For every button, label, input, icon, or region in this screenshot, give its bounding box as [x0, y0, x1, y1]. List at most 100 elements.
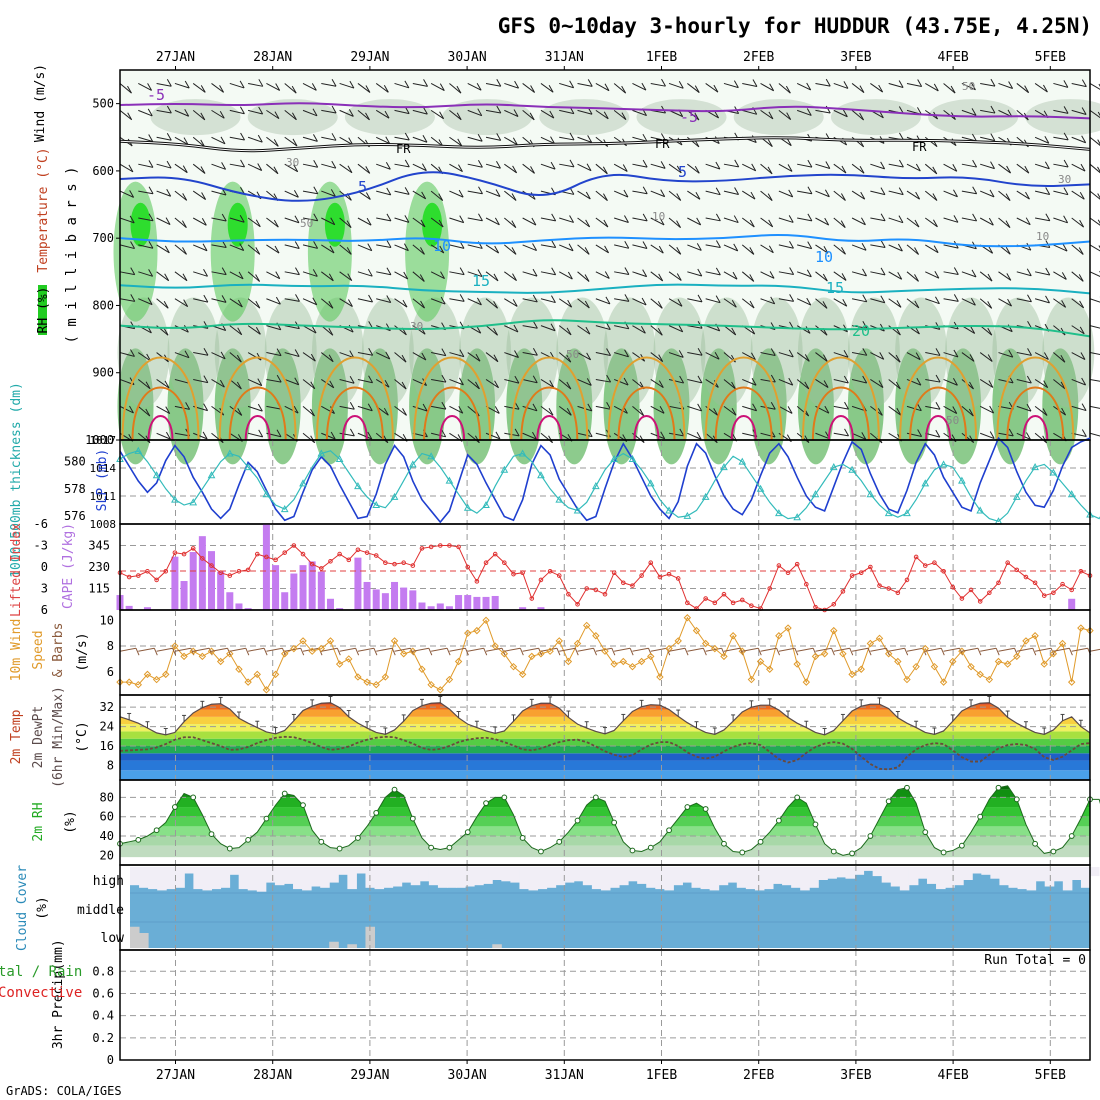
wind-barb-flag: [493, 273, 499, 282]
wind-barb-flag: [148, 213, 154, 221]
wind-barb: [156, 163, 172, 169]
wind-barb: [851, 325, 867, 329]
cloud-high-gap: [854, 867, 865, 875]
wind-speed-marker: [720, 652, 728, 661]
wind-barb: [796, 405, 809, 417]
wind-barb: [925, 432, 940, 438]
isotherm-label: 5: [358, 178, 367, 196]
wind-barb-flag: [148, 241, 154, 249]
rh-shade: [750, 348, 787, 465]
wind-barb-flag: [474, 435, 480, 443]
temp-band: [120, 716, 1090, 725]
wind-speed-marker: [390, 637, 399, 645]
wind-barb: [266, 163, 279, 175]
cloud-high-gap: [347, 867, 357, 890]
wind-barb: [778, 83, 791, 94]
wind-barb: [979, 405, 994, 414]
wind-barb: [614, 244, 629, 249]
wind-barb-10m: [723, 647, 741, 652]
rh-shade: [324, 202, 345, 247]
wind-barb-10m-flag: [300, 648, 305, 656]
wind-barb-10m-flag: [135, 648, 140, 656]
wind-barb: [833, 432, 849, 437]
wind-barb-flag: [458, 377, 464, 386]
wind-barb-flag: [130, 294, 136, 302]
wind-barb: [485, 325, 498, 336]
wind-barb: [449, 352, 465, 358]
cloud-high-gap: [709, 867, 720, 891]
wind-barb-flag: [258, 79, 264, 87]
wind-barb: [339, 109, 354, 117]
wind-barb: [888, 352, 901, 363]
wind-barb: [998, 271, 1012, 281]
thickness-marker: [1031, 463, 1039, 471]
credit-text: GrADS: COLA/IGES: [6, 1084, 122, 1098]
wind-barb: [284, 244, 300, 249]
wind-barb-10m-flag: [702, 648, 707, 656]
wind-barb-flag: [804, 354, 810, 362]
wind-barb-flag: [895, 327, 901, 336]
wind-barb-flag: [639, 435, 645, 443]
precip-legend-convective: Convective: [0, 985, 82, 1001]
wind-barb-flag: [606, 374, 612, 383]
cloud-high-gap: [501, 867, 511, 882]
wind-barb-flag: [731, 299, 737, 308]
wind-barb: [302, 325, 317, 334]
wind-barb-flag: [147, 108, 153, 117]
wind-barb-flag: [550, 136, 555, 144]
wind-barb: [321, 217, 335, 226]
wind-barb: [485, 244, 499, 254]
wind-barb: [156, 109, 172, 114]
wind-barb-10m-flag: [391, 648, 396, 656]
wind-barb-flag: [806, 269, 812, 278]
wind-barb: [668, 163, 682, 174]
wind-barb-flag: [822, 273, 828, 282]
wind-barb: [1089, 298, 1100, 303]
wind-barb-flag: [514, 428, 520, 437]
wind-barb-flag: [292, 138, 298, 147]
wind-barb: [961, 190, 977, 195]
cape-bar: [326, 598, 334, 610]
wind-barb: [833, 378, 849, 384]
cloud-high-gap: [211, 867, 222, 890]
wind-barb: [1053, 136, 1069, 141]
cloud-high-gap: [990, 867, 1000, 879]
wind-barb: [192, 163, 206, 174]
wind-barb-flag: [310, 435, 316, 443]
wind-speed-marker: [747, 675, 756, 684]
wind-barb: [339, 378, 355, 384]
wind-barb-flag: [329, 380, 335, 389]
wind-barb-flag: [1061, 407, 1067, 416]
wind-barb: [632, 325, 646, 334]
rh-ylabel-unit: (%): [63, 810, 78, 833]
wind-barb-10m-flag: [940, 648, 945, 656]
thickness-marker: [903, 509, 911, 517]
wind-barb: [430, 244, 445, 254]
lifted-index-marker: [648, 560, 654, 566]
thickness-marker: [171, 495, 179, 503]
wind-barb-flag: [255, 300, 261, 309]
wind-barb-flag: [769, 83, 775, 92]
thickness-marker: [811, 490, 820, 498]
wind-barb-flag: [237, 327, 243, 336]
rh-shade: [733, 99, 824, 136]
slp-tick-label: 1011: [90, 490, 117, 503]
rh-tick-label: 40: [100, 829, 114, 843]
wind-barb: [302, 217, 318, 222]
wind-speed-marker: [875, 634, 884, 643]
wind-barb: [851, 378, 867, 384]
wind-barb-flag: [715, 240, 721, 248]
wind-barb: [870, 432, 883, 444]
wind-barb-flag: [897, 243, 903, 252]
wind-barb-flag: [366, 217, 372, 226]
wind-barb-10m: [632, 647, 649, 652]
rh-marker: [318, 838, 325, 845]
wind-barb-10m-flag: [172, 648, 177, 656]
cloud-high-gap: [419, 867, 430, 882]
wind-barb-flag: [145, 381, 151, 389]
wind-barb-flag: [1044, 136, 1050, 144]
wind-barb-flag: [276, 374, 282, 383]
wind-barb-flag: [752, 403, 758, 412]
wind-barb-10m-flag: [757, 648, 762, 656]
wind-barb: [156, 298, 169, 309]
